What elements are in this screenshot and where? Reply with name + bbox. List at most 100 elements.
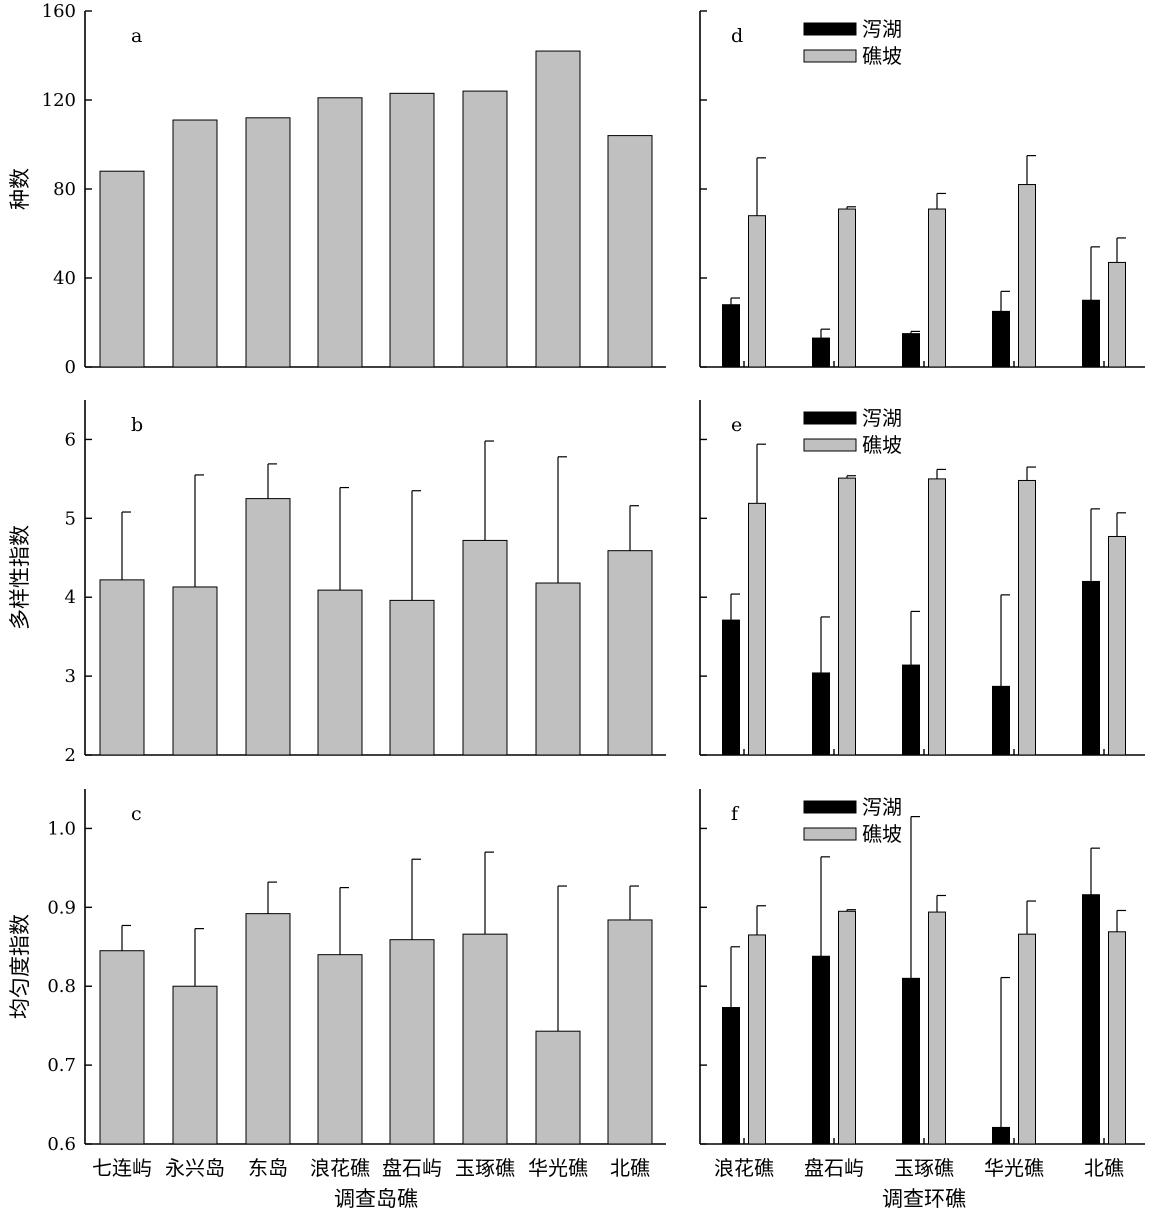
- bar-value: [389, 92, 435, 368]
- legend-swatch: [803, 800, 857, 814]
- bar-泻湖: [812, 337, 830, 368]
- legend-label: 泻湖: [862, 795, 902, 819]
- y-tick-label: 0.9: [47, 897, 76, 918]
- legend-swatch: [803, 827, 857, 841]
- bar-泻湖: [902, 664, 920, 756]
- legend-swatch: [803, 411, 857, 425]
- bar-value: [607, 135, 653, 368]
- bar-泻湖: [1082, 894, 1100, 1145]
- y-tick-label: 160: [42, 1, 76, 22]
- bar-泻湖: [902, 333, 920, 368]
- category-label: 盘石屿: [382, 1156, 442, 1180]
- bar-泻湖: [722, 619, 740, 756]
- panel-letter: d: [731, 25, 743, 47]
- y-tick-label: 6: [65, 429, 76, 450]
- category-label: 华光礁: [984, 1156, 1044, 1180]
- y-axis-title: 种数: [8, 168, 32, 210]
- y-tick-label: 2: [65, 745, 76, 766]
- bar-value: [99, 579, 145, 756]
- bar-泻湖: [902, 977, 920, 1145]
- bar-礁坡: [838, 477, 856, 756]
- legend-label: 礁坡: [862, 433, 902, 457]
- bar-礁坡: [1108, 931, 1126, 1145]
- legend-label: 泻湖: [862, 17, 902, 41]
- bar-礁坡: [838, 208, 856, 368]
- category-label: 七连屿: [92, 1156, 152, 1180]
- bar-value: [99, 170, 145, 368]
- left-panels: 0 40 80 120 160 种数 a 2 3 4 5 6 多样性指数 b 0.6 0.7 0.8 0.9 1.0…: [8, 1, 666, 1180]
- bar-礁坡: [1018, 184, 1036, 368]
- category-label: 华光礁: [528, 1156, 588, 1180]
- category-label: 玉琢礁: [455, 1156, 515, 1180]
- bar-value: [389, 599, 435, 756]
- panel-c: 0.6 0.7 0.8 0.9 1.0 均匀度指数 c 七连屿 永兴岛 东岛 浪花礁 盘石屿 玉琢礁 华光…: [8, 789, 666, 1180]
- category-label: 盘石屿: [804, 1156, 864, 1180]
- y-tick-label: 120: [42, 90, 76, 111]
- bar-礁坡: [748, 934, 766, 1145]
- category-label: 东岛: [248, 1156, 288, 1180]
- bar-value: [462, 90, 508, 368]
- bar-礁坡: [928, 478, 946, 756]
- bar-value: [317, 97, 363, 368]
- bar-value: [607, 550, 653, 756]
- y-tick-label: 4: [65, 587, 76, 608]
- bar-礁坡: [1018, 479, 1036, 756]
- category-label: 永兴岛: [165, 1156, 225, 1180]
- bar-value: [99, 950, 145, 1145]
- bar-泻湖: [1082, 299, 1100, 368]
- y-tick-label: 0.8: [47, 976, 76, 997]
- bar-value: [172, 985, 218, 1145]
- panel-a: 0 40 80 120 160 种数 a: [8, 1, 666, 378]
- bar-value: [607, 919, 653, 1145]
- y-tick-label: 5: [65, 508, 76, 529]
- panel-b: 2 3 4 5 6 多样性指数 b: [8, 400, 666, 766]
- bar-礁坡: [1108, 535, 1126, 756]
- bar-礁坡: [838, 910, 856, 1145]
- panel-letter: b: [131, 414, 143, 436]
- legend-swatch: [803, 49, 857, 63]
- bar-value: [245, 498, 291, 756]
- panel-letter: c: [131, 803, 142, 825]
- legend-label: 泻湖: [862, 406, 902, 430]
- category-label: 玉琢礁: [894, 1156, 954, 1180]
- bar-泻湖: [812, 672, 830, 756]
- bar-泻湖: [812, 955, 830, 1145]
- category-label: 浪花礁: [310, 1156, 370, 1180]
- panel-letter: f: [731, 803, 740, 825]
- bar-value: [172, 119, 218, 368]
- bar-value: [245, 117, 291, 368]
- y-tick-label: 1.0: [47, 818, 76, 839]
- bar-value: [535, 1030, 581, 1145]
- bar-value: [245, 913, 291, 1145]
- bar-泻湖: [992, 685, 1010, 756]
- bar-value: [317, 589, 363, 756]
- y-axis-title: 多样性指数: [8, 525, 32, 630]
- category-label: 浪花礁: [714, 1156, 774, 1180]
- bar-泻湖: [722, 1007, 740, 1145]
- legend-label: 礁坡: [862, 822, 902, 846]
- bar-value: [172, 586, 218, 756]
- bar-泻湖: [722, 304, 740, 368]
- bar-泻湖: [992, 310, 1010, 368]
- panel-letter: e: [731, 414, 742, 436]
- x-axis-title-left: 调查岛礁: [334, 1187, 418, 1211]
- category-label: 北礁: [1084, 1156, 1124, 1180]
- bar-value: [535, 582, 581, 756]
- y-axis-title: 均匀度指数: [8, 914, 32, 1019]
- y-tick-label: 3: [65, 666, 76, 687]
- y-tick-label: 0.7: [47, 1055, 76, 1076]
- bar-礁坡: [928, 911, 946, 1145]
- panel-letter: a: [131, 25, 142, 47]
- x-axis-title-right: 调查环礁: [882, 1187, 966, 1211]
- bar-礁坡: [1018, 933, 1036, 1145]
- bar-value: [462, 539, 508, 756]
- bar-礁坡: [928, 208, 946, 368]
- bar-value: [462, 933, 508, 1145]
- y-tick-label: 80: [53, 179, 76, 200]
- y-tick-label: 0: [65, 357, 76, 378]
